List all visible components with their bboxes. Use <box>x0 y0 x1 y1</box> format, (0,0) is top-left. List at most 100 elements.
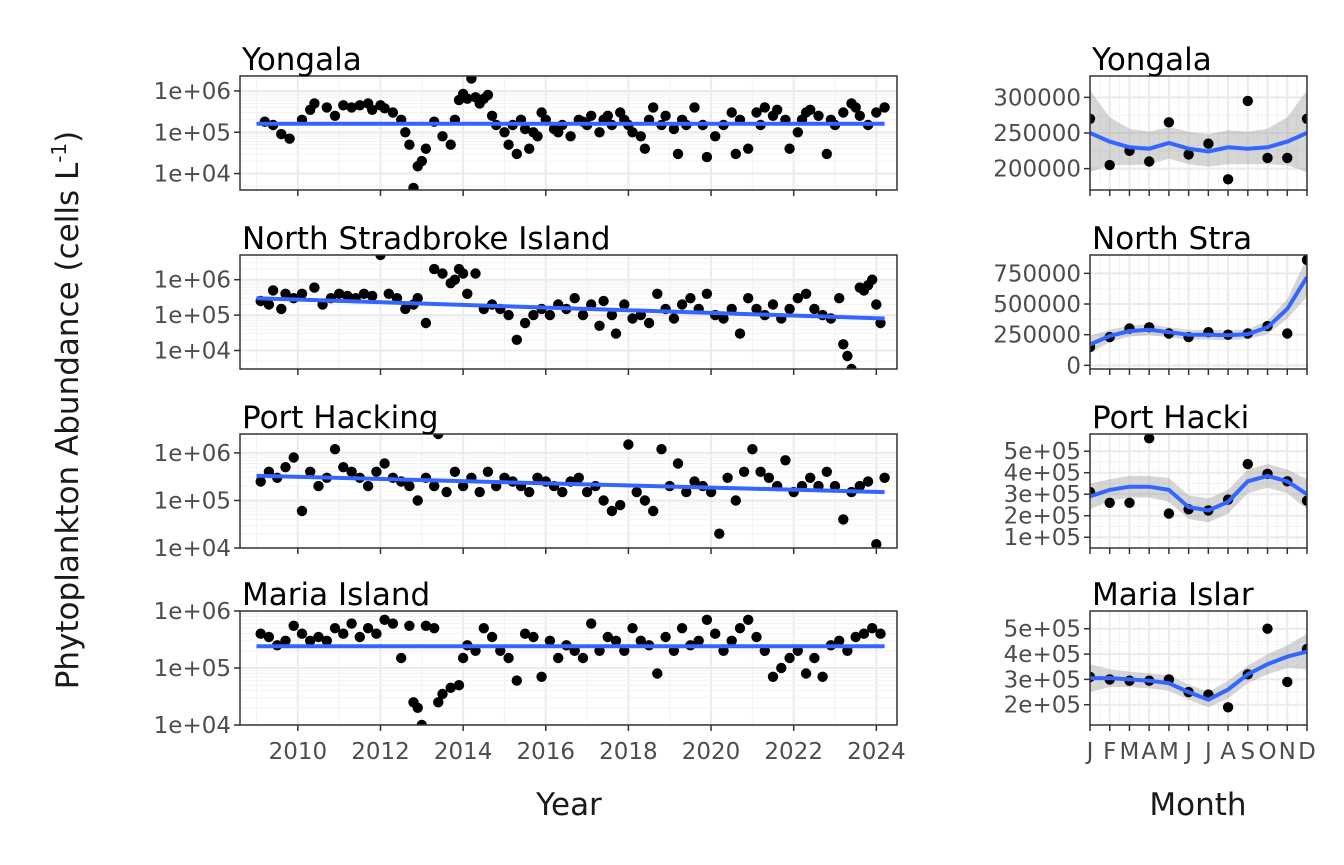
data-point <box>486 631 498 643</box>
x-tick-label: M <box>1159 739 1179 765</box>
data-point <box>519 123 531 135</box>
data-point <box>805 104 816 116</box>
data-point <box>379 103 390 114</box>
data-point <box>730 495 741 506</box>
data-point <box>676 299 688 310</box>
data-point <box>288 620 299 631</box>
data-point <box>1144 156 1155 167</box>
data-point <box>862 476 874 487</box>
data-point <box>437 131 448 142</box>
y-tick-label: 1e+05 <box>1004 525 1081 551</box>
data-point <box>871 107 882 118</box>
data-point <box>776 662 787 674</box>
data-point <box>1282 328 1293 339</box>
data-point <box>767 299 779 310</box>
data-point <box>676 623 688 634</box>
data-point <box>1301 113 1307 124</box>
data-point <box>656 444 667 455</box>
data-point <box>755 466 766 477</box>
data-point <box>660 631 671 643</box>
data-point <box>586 110 597 122</box>
data-point <box>586 618 597 629</box>
data-point <box>1144 434 1155 444</box>
x-tick-label: 2020 <box>682 739 741 765</box>
data-point <box>338 628 349 639</box>
data-point <box>1301 495 1307 506</box>
y-tick-label: 1e+04 <box>154 338 231 364</box>
data-point <box>689 476 700 487</box>
y-tick-label: 1e+04 <box>154 162 231 188</box>
data-point <box>383 288 394 299</box>
data-point <box>858 628 870 639</box>
data-point <box>751 303 762 315</box>
data-point <box>267 285 279 296</box>
data-point <box>784 652 795 664</box>
data-point <box>263 631 275 643</box>
x-tick-label: J <box>1203 739 1212 765</box>
data-point <box>767 671 779 682</box>
data-point <box>747 444 758 455</box>
data-point <box>445 682 456 693</box>
x-tick-label: 2022 <box>764 739 823 765</box>
data-point <box>470 268 481 279</box>
data-point <box>358 288 370 299</box>
y-tick-label: 1e+06 <box>154 599 231 625</box>
data-point <box>1124 497 1135 508</box>
data-point <box>639 495 651 506</box>
data-point <box>309 282 320 293</box>
gridlines <box>240 255 897 369</box>
y-tick-label: 250000 <box>993 323 1081 349</box>
trend-line <box>256 296 885 321</box>
data-point <box>1282 152 1293 164</box>
data-point <box>780 455 791 466</box>
y-tick-label: 1e+06 <box>154 268 231 294</box>
trend-line <box>256 473 885 495</box>
panel-title: Yongala <box>1091 42 1212 78</box>
y-tick-label: 3e+05 <box>1004 482 1081 508</box>
data-point <box>871 299 882 310</box>
x-tick-label: 2018 <box>599 739 658 765</box>
data-point <box>420 317 432 329</box>
data-point <box>296 628 308 639</box>
gridlines <box>1090 255 1307 369</box>
data-point <box>263 299 275 310</box>
panel-title: North Stradbroke Island <box>242 221 611 257</box>
data-point <box>871 539 882 548</box>
panel-border <box>1089 610 1308 726</box>
data-point <box>367 104 378 116</box>
data-point <box>842 350 853 362</box>
data-point <box>362 623 374 634</box>
data-point <box>462 288 473 299</box>
data-point <box>354 631 365 643</box>
data-point <box>400 303 411 315</box>
data-point <box>528 309 539 321</box>
x-tick-label: 2012 <box>351 739 410 765</box>
data-point <box>606 309 618 321</box>
data-point <box>838 107 849 118</box>
data-point <box>453 680 465 691</box>
data-point <box>581 486 593 498</box>
data-point <box>730 148 741 160</box>
data-point <box>309 98 320 109</box>
data-point <box>879 472 890 483</box>
ts-panel-north-stradbroke-island: 1e+04 1e+05 1e+06 North Stradbroke Island <box>154 221 898 375</box>
panel-border <box>239 254 898 370</box>
data-point <box>412 702 423 713</box>
left-x-axis-label: Year <box>535 787 602 823</box>
data-point <box>879 102 890 113</box>
data-point <box>284 133 295 144</box>
data-point <box>573 472 584 483</box>
data-point <box>792 127 803 138</box>
y-tick-label: 1e+05 <box>154 656 231 682</box>
plot-area <box>1090 255 1307 354</box>
data-point <box>759 102 770 113</box>
data-point <box>404 480 415 492</box>
data-point <box>751 631 762 643</box>
x-tick-label: A <box>1220 739 1236 765</box>
data-point <box>255 628 266 639</box>
y-tick-label: 2e+05 <box>1004 504 1081 530</box>
data-point <box>1183 149 1194 160</box>
data-point <box>610 635 622 646</box>
y-axis-label-close: ) <box>50 131 86 143</box>
